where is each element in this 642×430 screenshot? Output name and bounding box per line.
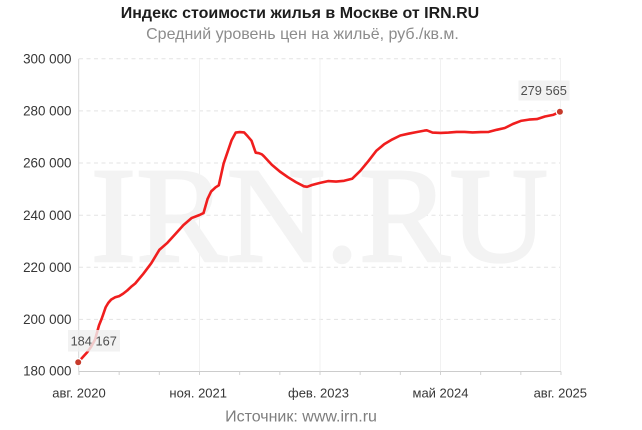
svg-text:220 000: 220 000	[23, 260, 71, 275]
svg-text:IRN.RU: IRN.RU	[91, 141, 548, 291]
svg-text:240 000: 240 000	[23, 208, 71, 223]
svg-text:180 000: 180 000	[23, 364, 71, 379]
svg-text:279 565: 279 565	[521, 83, 567, 98]
svg-text:авг. 2025: авг. 2025	[534, 385, 587, 400]
svg-text:Индекс стоимости жилья в Москв: Индекс стоимости жилья в Москве от IRN.R…	[121, 5, 479, 22]
svg-text:Источник: www.irn.ru: Источник: www.irn.ru	[225, 409, 377, 426]
svg-text:ноя. 2021: ноя. 2021	[169, 385, 227, 400]
svg-text:200 000: 200 000	[23, 312, 71, 327]
svg-text:Средний уровень цен на жильё,: Средний уровень цен на жильё, руб./кв.м.	[146, 26, 459, 43]
svg-text:260 000: 260 000	[23, 156, 71, 171]
svg-text:280 000: 280 000	[23, 104, 71, 119]
svg-text:май 2024: май 2024	[413, 385, 469, 400]
svg-text:фев. 2023: фев. 2023	[288, 385, 349, 400]
svg-text:300 000: 300 000	[23, 52, 71, 67]
svg-text:184 167: 184 167	[71, 333, 117, 348]
svg-text:авг. 2020: авг. 2020	[52, 385, 105, 400]
